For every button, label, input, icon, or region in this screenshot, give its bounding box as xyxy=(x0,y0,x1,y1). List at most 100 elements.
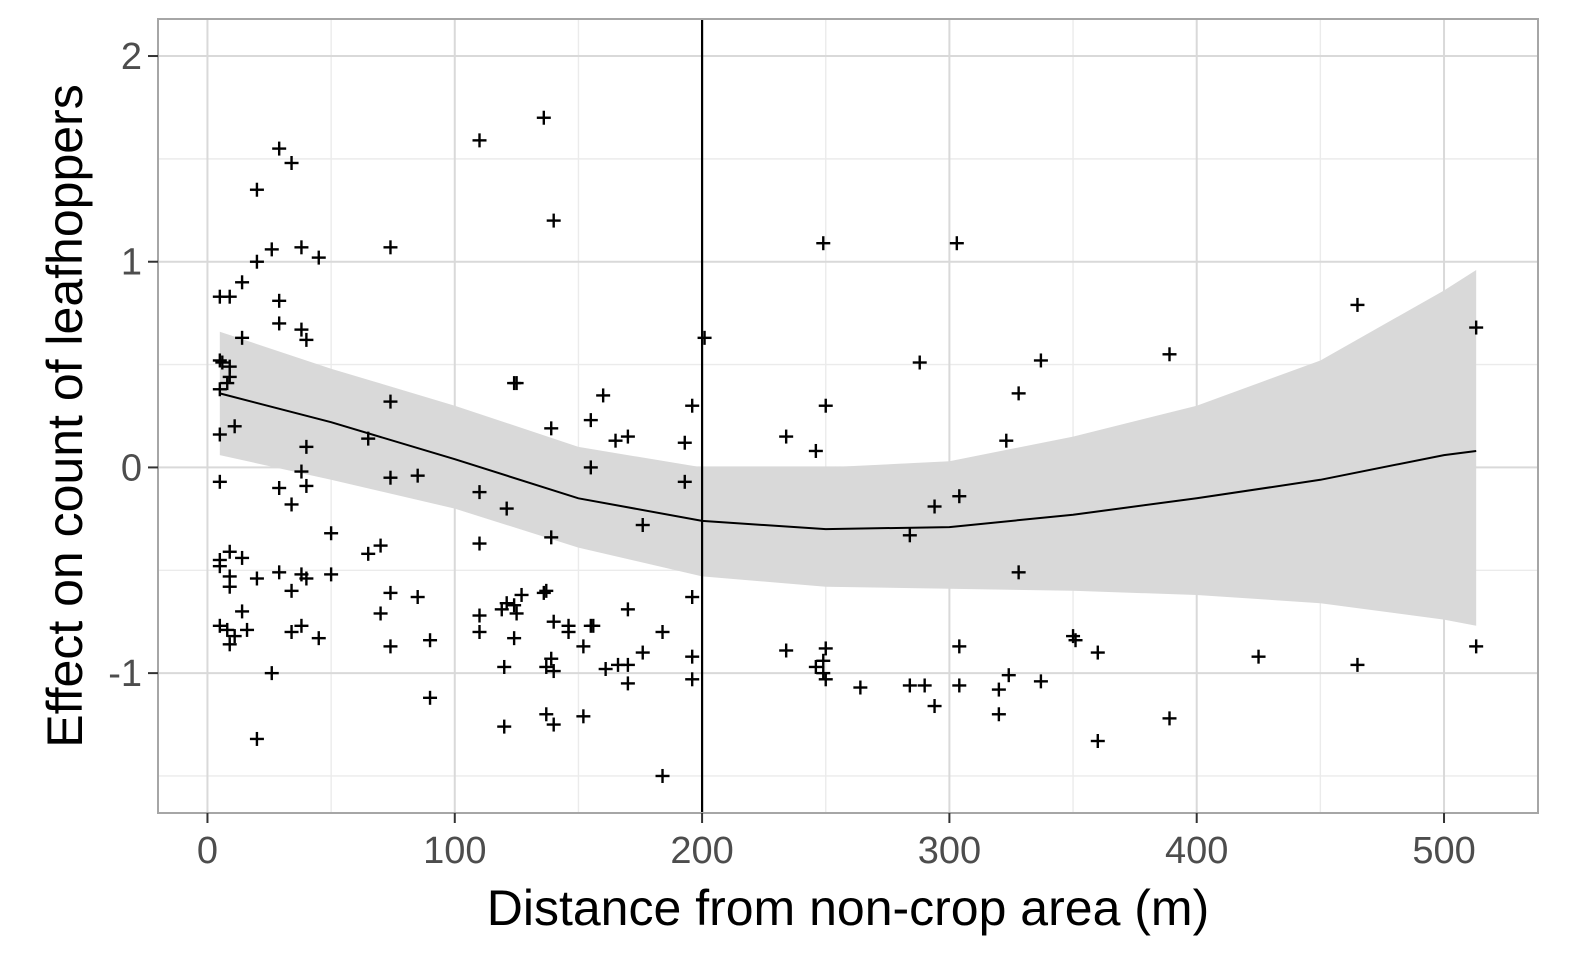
data-point xyxy=(685,590,700,605)
data-point xyxy=(497,719,512,734)
data-point xyxy=(539,707,554,722)
data-point xyxy=(1162,711,1177,726)
y-axis-title: Effect on count of leafhoppers xyxy=(37,84,93,747)
data-point xyxy=(272,293,287,308)
data-point xyxy=(272,141,287,156)
data-point xyxy=(222,544,237,559)
data-point xyxy=(808,443,823,458)
y-tick-label: 0 xyxy=(121,447,142,489)
data-point xyxy=(410,590,425,605)
data-point xyxy=(249,182,264,197)
data-point xyxy=(215,355,230,370)
data-point xyxy=(539,583,554,598)
data-point xyxy=(284,624,299,639)
data-point xyxy=(1162,347,1177,362)
data-point xyxy=(1469,320,1484,335)
data-point xyxy=(685,649,700,664)
data-point xyxy=(583,413,598,428)
data-point xyxy=(816,236,831,251)
data-point xyxy=(952,639,967,654)
data-point xyxy=(235,275,250,290)
data-point xyxy=(423,690,438,705)
data-point xyxy=(1350,297,1365,312)
data-point xyxy=(536,110,551,125)
confidence-band xyxy=(219,270,1477,626)
data-point xyxy=(373,606,388,621)
data-point xyxy=(507,598,522,613)
confidence-band-layer xyxy=(219,270,1477,626)
data-point xyxy=(499,501,514,516)
y-tick-label: 2 xyxy=(121,36,142,78)
data-point xyxy=(227,629,242,644)
data-point xyxy=(472,624,487,639)
y-tick-label: -1 xyxy=(108,653,142,695)
x-axis-title: Distance from non-crop area (m) xyxy=(487,880,1209,936)
data-point xyxy=(249,254,264,269)
data-point xyxy=(472,536,487,551)
data-point xyxy=(383,585,398,600)
data-point xyxy=(677,435,692,450)
data-point xyxy=(1011,565,1026,580)
data-point xyxy=(383,470,398,485)
data-point xyxy=(212,353,227,368)
data-point xyxy=(499,596,514,611)
x-axis: 0 100 200 300 400 500 xyxy=(197,813,1476,872)
y-tick-label: 1 xyxy=(121,242,142,284)
data-point xyxy=(212,474,227,489)
data-point xyxy=(361,431,376,446)
data-point xyxy=(808,659,823,674)
data-point xyxy=(472,608,487,623)
data-point xyxy=(1350,657,1365,672)
data-point xyxy=(952,678,967,693)
data-point xyxy=(299,439,314,454)
data-point xyxy=(620,429,635,444)
data-point xyxy=(685,398,700,413)
data-point xyxy=(620,602,635,617)
smooth-fit-line xyxy=(219,392,1477,531)
data-point xyxy=(410,468,425,483)
x-tick-label: 400 xyxy=(1165,830,1228,872)
data-point xyxy=(596,388,611,403)
data-point xyxy=(635,518,650,533)
data-point xyxy=(299,332,314,347)
data-point xyxy=(1033,674,1048,689)
data-point xyxy=(294,464,309,479)
data-point xyxy=(1469,639,1484,654)
data-point xyxy=(373,538,388,553)
data-point xyxy=(917,678,932,693)
data-point xyxy=(912,355,927,370)
data-point xyxy=(655,768,670,783)
data-point xyxy=(620,676,635,691)
data-point xyxy=(294,240,309,255)
data-point xyxy=(1090,645,1105,660)
data-point xyxy=(284,497,299,512)
data-point xyxy=(272,480,287,495)
data-point xyxy=(284,155,299,170)
data-point xyxy=(952,489,967,504)
data-point xyxy=(311,631,326,646)
data-point xyxy=(598,662,613,677)
x-tick-label: 500 xyxy=(1412,830,1475,872)
data-point xyxy=(1090,734,1105,749)
data-point xyxy=(383,639,398,654)
data-point xyxy=(779,643,794,658)
data-point xyxy=(423,633,438,648)
data-point xyxy=(677,474,692,489)
plot-panel-border xyxy=(157,18,1539,814)
data-point xyxy=(818,398,833,413)
data-point xyxy=(546,664,561,679)
data-point xyxy=(294,618,309,633)
data-point xyxy=(816,653,831,668)
data-point xyxy=(383,240,398,255)
data-point xyxy=(212,427,227,442)
data-point xyxy=(235,550,250,565)
data-point xyxy=(1251,649,1266,664)
data-point xyxy=(949,236,964,251)
data-point xyxy=(212,382,227,397)
data-point xyxy=(507,631,522,646)
data-point xyxy=(324,526,339,541)
data-point xyxy=(284,583,299,598)
x-tick-label: 0 xyxy=(197,830,218,872)
data-point xyxy=(514,587,529,602)
